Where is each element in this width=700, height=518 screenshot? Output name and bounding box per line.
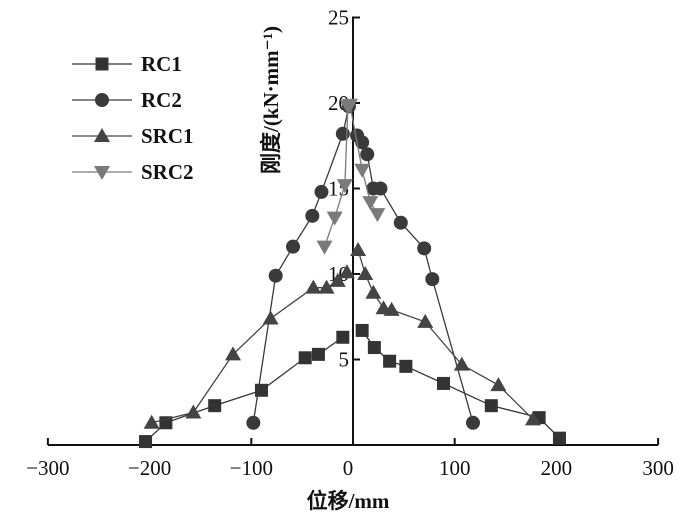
- data-point: [417, 313, 434, 328]
- data-point: [466, 415, 481, 430]
- x-tick-label: 300: [642, 456, 674, 480]
- data-point: [341, 98, 358, 113]
- series-src1: [143, 242, 542, 429]
- data-point: [393, 215, 408, 230]
- legend-label: RC2: [141, 88, 182, 112]
- data-point: [268, 268, 283, 283]
- data-point: [383, 354, 397, 368]
- data-point: [208, 399, 222, 413]
- x-tick-label: −100: [230, 456, 273, 480]
- series-line: [151, 271, 348, 424]
- x-tick-label: 200: [541, 456, 573, 480]
- data-point: [305, 279, 322, 294]
- legend-label: SRC2: [141, 160, 194, 184]
- data-point: [329, 272, 346, 287]
- data-point: [254, 383, 268, 397]
- x-tick-label: 0: [343, 456, 354, 480]
- data-point: [285, 239, 300, 254]
- legend-item-src1: SRC1: [72, 124, 194, 148]
- data-point: [224, 346, 241, 361]
- data-point: [336, 330, 350, 344]
- x-axis-label: 位移/mm: [307, 489, 390, 513]
- series-src2: [316, 98, 386, 255]
- data-point: [336, 179, 353, 194]
- data-point: [139, 435, 153, 449]
- legend-marker: [95, 57, 109, 71]
- data-point: [365, 284, 382, 299]
- data-point: [417, 241, 432, 256]
- series-group: [139, 98, 566, 449]
- legend-item-rc2: RC2: [72, 88, 182, 112]
- data-point: [367, 341, 381, 355]
- legend-label: SRC1: [141, 124, 194, 148]
- x-tick-label: −200: [128, 456, 171, 480]
- data-point: [437, 376, 451, 390]
- legend-marker: [94, 128, 110, 142]
- data-point: [355, 135, 370, 150]
- data-point: [490, 377, 507, 392]
- data-point: [143, 414, 160, 429]
- data-point: [362, 196, 379, 211]
- data-point: [369, 208, 386, 223]
- data-point: [185, 404, 202, 419]
- series-line: [356, 135, 474, 423]
- data-point: [326, 211, 343, 226]
- series-rc1: [139, 323, 566, 449]
- data-point: [373, 181, 388, 196]
- data-point: [552, 431, 566, 445]
- data-point: [453, 356, 470, 371]
- legend: RC1 RC2 SRC1 SRC2: [72, 52, 194, 184]
- data-point: [338, 264, 355, 279]
- y-tick-label: 10: [328, 262, 349, 286]
- legend-marker: [94, 166, 110, 180]
- data-point: [399, 359, 413, 373]
- x-tick-label: 100: [439, 456, 471, 480]
- y-tick-label: 25: [328, 6, 349, 30]
- series-line: [323, 106, 349, 247]
- data-point: [246, 415, 261, 430]
- data-point: [357, 266, 374, 280]
- data-point: [318, 279, 335, 294]
- data-point: [525, 411, 542, 426]
- data-point: [360, 147, 375, 162]
- data-point: [311, 347, 325, 361]
- data-point: [355, 323, 369, 337]
- y-tick-label: 5: [339, 348, 350, 372]
- legend-item-rc1: RC1: [72, 52, 182, 76]
- data-point: [305, 208, 320, 223]
- data-point: [350, 242, 367, 257]
- legend-label: RC1: [141, 52, 182, 76]
- data-point: [298, 351, 312, 365]
- x-tick-label: −300: [26, 456, 69, 480]
- y-axis-label: 刚度/(kN·mm⁻¹): [259, 26, 283, 174]
- data-point: [484, 399, 498, 413]
- data-point: [314, 184, 329, 199]
- data-point: [262, 310, 279, 325]
- data-point: [383, 301, 400, 316]
- data-point: [335, 126, 350, 141]
- series-rc2: [246, 99, 481, 430]
- legend-item-src2: SRC2: [72, 160, 194, 184]
- data-point: [354, 163, 371, 178]
- legend-marker: [95, 93, 109, 107]
- data-point: [316, 240, 333, 255]
- series-line: [357, 249, 534, 420]
- data-point: [425, 272, 440, 287]
